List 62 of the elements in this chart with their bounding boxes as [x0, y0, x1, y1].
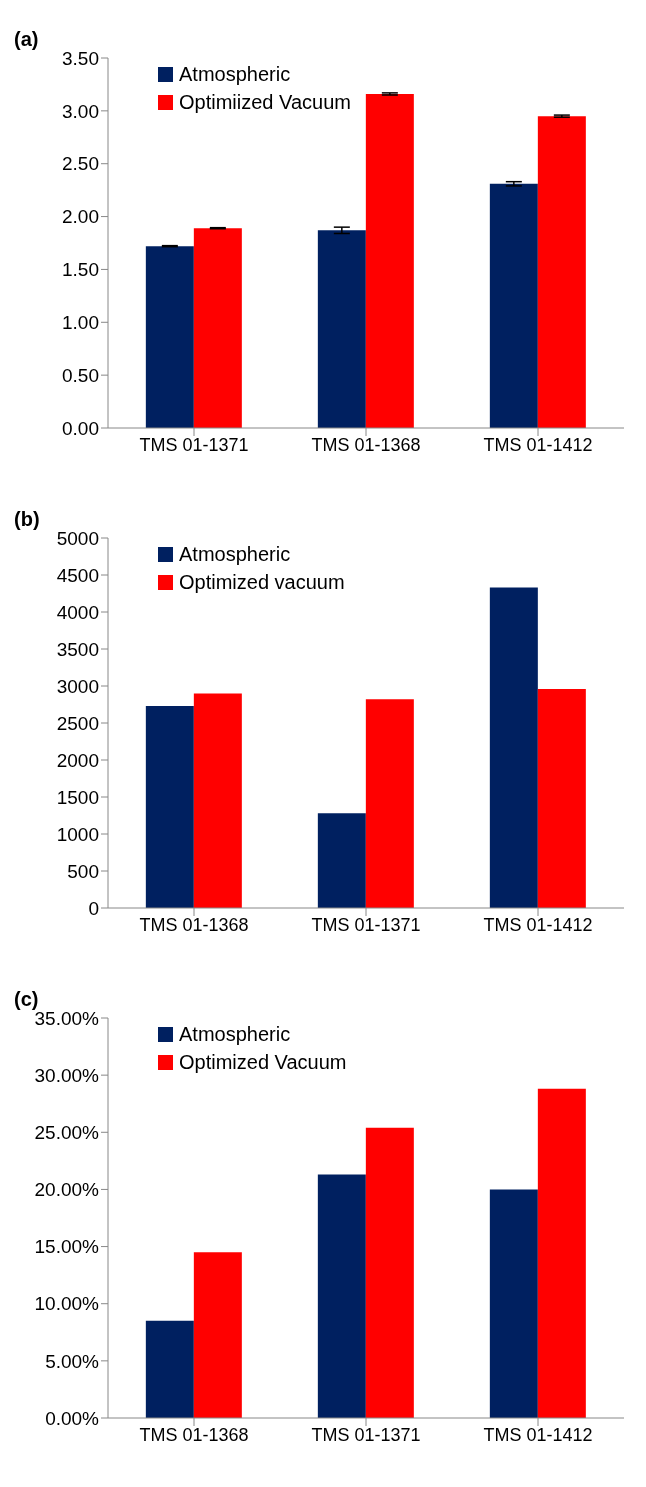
y-tick-label: 0.00% — [45, 1407, 100, 1429]
y-tick-label: 1.00 — [62, 312, 99, 334]
y-tick-label: 0 — [88, 897, 99, 919]
y-tick-label: 1000 — [56, 823, 99, 845]
bar — [365, 699, 414, 908]
chart-title: (c) — [14, 988, 39, 1011]
y-tick-label: 3000 — [56, 675, 99, 697]
y-tick-label: 3500 — [56, 638, 99, 660]
y-tick-label: 4000 — [56, 601, 99, 623]
y-tick-label: 3.00 — [62, 100, 99, 122]
y-tick-label: 1.50 — [62, 259, 99, 281]
x-tick-label: TMS 01-1371 — [311, 914, 421, 935]
bar — [317, 230, 366, 428]
y-tick-label: 4500 — [56, 564, 99, 586]
bar — [537, 116, 586, 428]
legend-label: Optimized vacuum — [179, 570, 345, 595]
x-tick-label: TMS 01-1371 — [311, 1424, 421, 1445]
bar — [489, 587, 538, 908]
x-tick-label: TMS 01-1412 — [483, 914, 593, 935]
y-tick-label: 0.00 — [62, 417, 99, 439]
y-tick-label: 500 — [67, 860, 99, 882]
chart-title: (a) — [14, 28, 39, 51]
y-tick-label: 2000 — [56, 749, 99, 771]
y-tick-label: 30.00% — [34, 1064, 100, 1086]
y-tick-label: 1500 — [56, 786, 99, 808]
y-tick-label: 10.00% — [34, 1293, 100, 1315]
bar — [537, 688, 586, 908]
bar — [489, 1189, 538, 1418]
chart-title: (b) — [14, 508, 40, 531]
x-tick-label: TMS 01-1368 — [139, 1424, 249, 1445]
y-tick-label: 15.00% — [34, 1236, 100, 1258]
x-tick-label: TMS 01-1412 — [483, 1424, 593, 1445]
y-tick-label: 5.00% — [45, 1350, 100, 1372]
x-tick-label: TMS 01-1368 — [311, 434, 421, 455]
y-tick-label: 25.00% — [34, 1122, 100, 1144]
bar — [365, 93, 414, 428]
bar — [145, 1320, 194, 1418]
bar — [145, 246, 194, 428]
bar — [145, 705, 194, 908]
y-tick-label: 2.50 — [62, 153, 99, 175]
y-tick-label: 20.00% — [34, 1179, 100, 1201]
bar — [317, 1174, 366, 1418]
bar — [193, 1252, 242, 1418]
bar — [537, 1088, 586, 1418]
bar — [193, 693, 242, 908]
bar — [365, 1127, 414, 1418]
y-tick-label: 2.00 — [62, 206, 99, 228]
bar — [317, 813, 366, 908]
legend-label: Atmospheric — [179, 542, 291, 567]
x-tick-label: TMS 01-1412 — [483, 434, 593, 455]
y-tick-label: 2500 — [56, 712, 99, 734]
x-tick-label: TMS 01-1371 — [139, 434, 249, 455]
bar — [193, 228, 242, 428]
legend-label: Atmospheric — [179, 1022, 291, 1047]
x-tick-label: TMS 01-1368 — [139, 914, 249, 935]
y-tick-label: 3.50 — [62, 47, 99, 69]
bar — [489, 183, 538, 428]
legend-label: Optimized Vacuum — [179, 1050, 347, 1075]
y-tick-label: 5000 — [56, 527, 99, 549]
legend-label: Optimiized Vacuum — [179, 90, 351, 115]
legend-label: Atmospheric — [179, 62, 291, 87]
y-tick-label: 0.50 — [62, 364, 99, 386]
